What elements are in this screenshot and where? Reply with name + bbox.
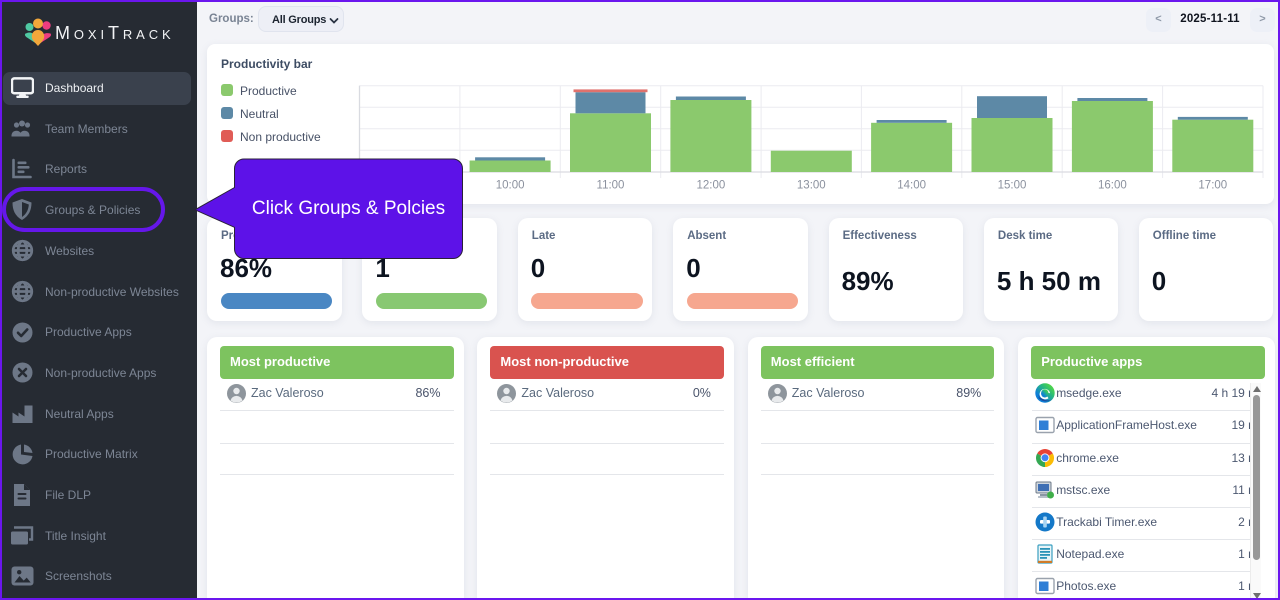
svg-text:12:00: 12:00 <box>697 180 726 192</box>
svg-text:14:00: 14:00 <box>897 180 926 192</box>
svg-text:17:00: 17:00 <box>1198 180 1227 192</box>
svg-text:16:00: 16:00 <box>1098 180 1127 192</box>
svg-text:15:00: 15:00 <box>998 180 1027 192</box>
svg-text:11:00: 11:00 <box>597 180 625 192</box>
svg-text:10:00: 10:00 <box>496 180 525 192</box>
svg-text:13:00: 13:00 <box>797 180 826 192</box>
